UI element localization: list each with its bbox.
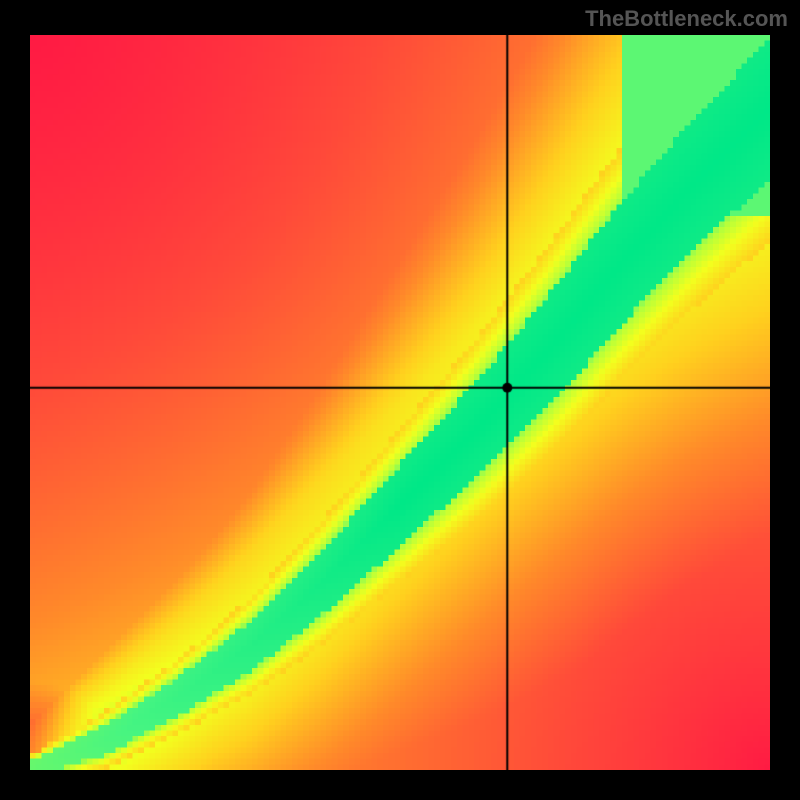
crosshair-overlay <box>30 35 770 770</box>
watermark-text: TheBottleneck.com <box>585 6 788 32</box>
chart-container: TheBottleneck.com <box>0 0 800 800</box>
